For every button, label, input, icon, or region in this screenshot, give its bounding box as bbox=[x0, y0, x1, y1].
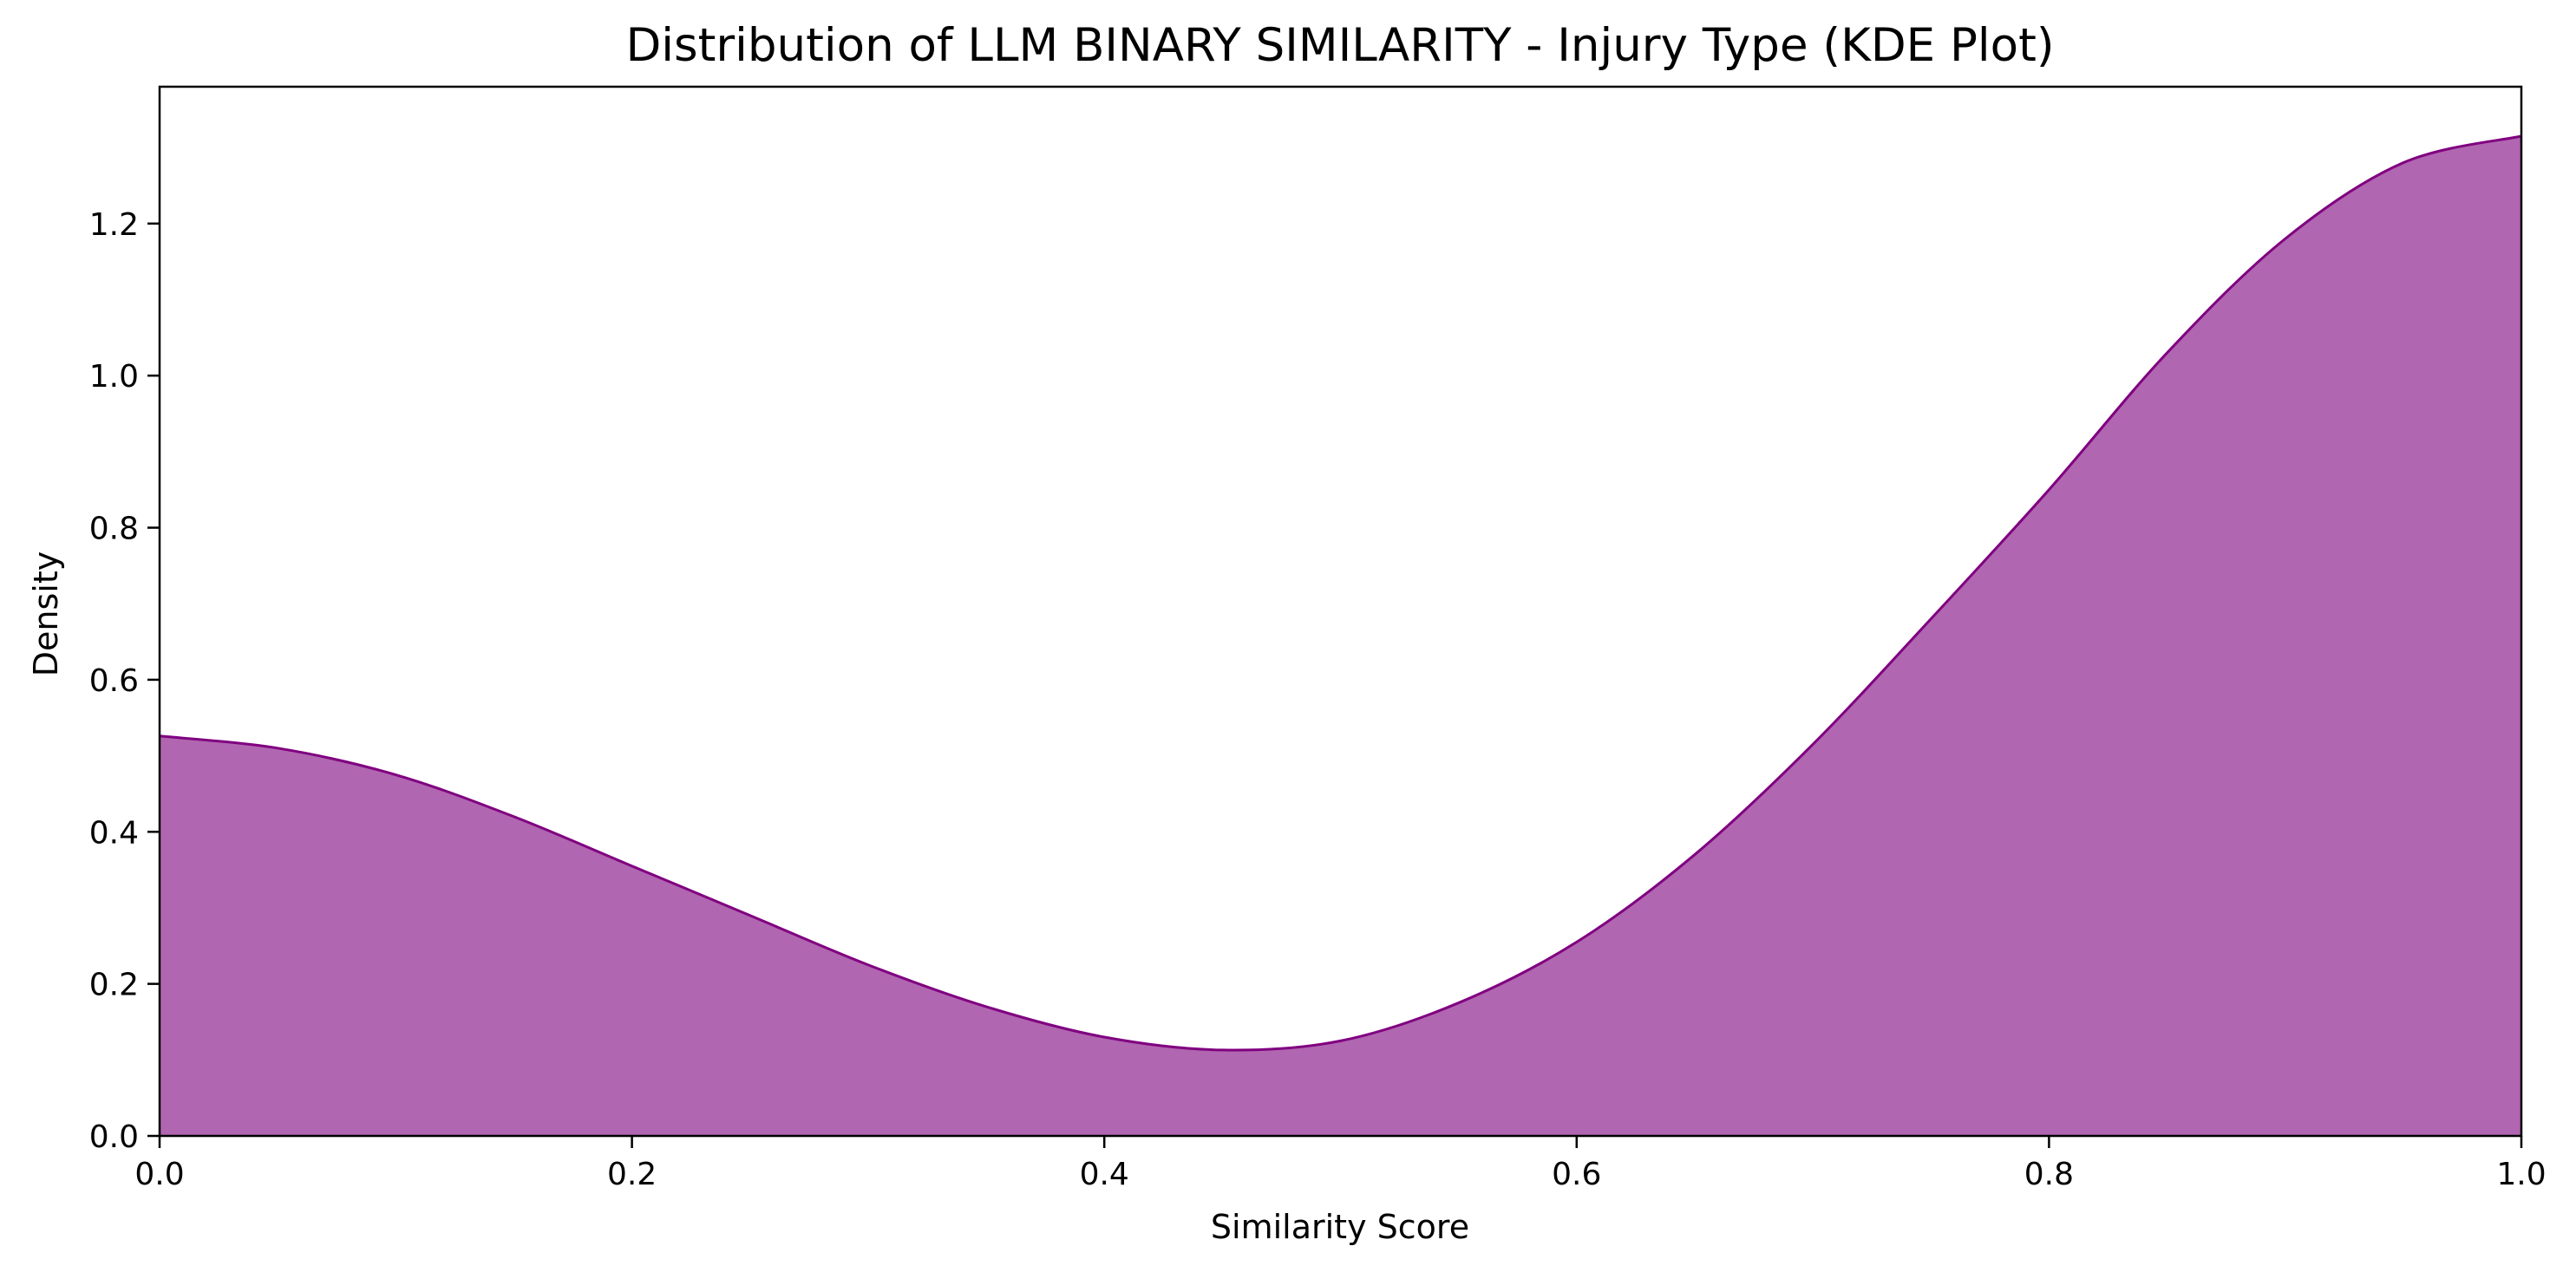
chart-title: Distribution of LLM BINARY SIMILARITY - … bbox=[625, 19, 2054, 72]
y-tick-label: 0.4 bbox=[89, 815, 139, 851]
x-tick-label: 0.6 bbox=[1552, 1157, 1601, 1192]
axes-frame bbox=[158, 85, 2523, 1138]
x-tick-label: 0.2 bbox=[607, 1157, 657, 1192]
y-tick-label: 0.2 bbox=[89, 968, 139, 1003]
x-axis-ticks: 0.0 0.2 0.4 0.6 0.8 1.0 bbox=[134, 1136, 2547, 1192]
y-tick-label: 1.0 bbox=[89, 359, 139, 395]
x-tick-label: 0.0 bbox=[134, 1157, 184, 1192]
y-axis-label: Density bbox=[27, 551, 65, 676]
plot-area bbox=[158, 85, 2523, 1138]
kde-density-line bbox=[159, 134, 2522, 1052]
y-tick-label: 1.2 bbox=[89, 207, 139, 243]
y-tick-label: 0.8 bbox=[89, 512, 139, 547]
y-tick-label: 0.0 bbox=[89, 1119, 139, 1155]
y-tick-label: 0.6 bbox=[89, 663, 139, 699]
kde-area-fill bbox=[160, 135, 2521, 1137]
x-axis-label: Similarity Score bbox=[1211, 1208, 1469, 1246]
x-tick-label: 0.8 bbox=[2024, 1157, 2074, 1192]
x-tick-label: 1.0 bbox=[2496, 1157, 2546, 1192]
y-axis-ticks: 0.0 0.2 0.4 0.6 0.8 1.0 1.2 bbox=[89, 207, 160, 1155]
x-tick-label: 0.4 bbox=[1080, 1157, 1129, 1192]
